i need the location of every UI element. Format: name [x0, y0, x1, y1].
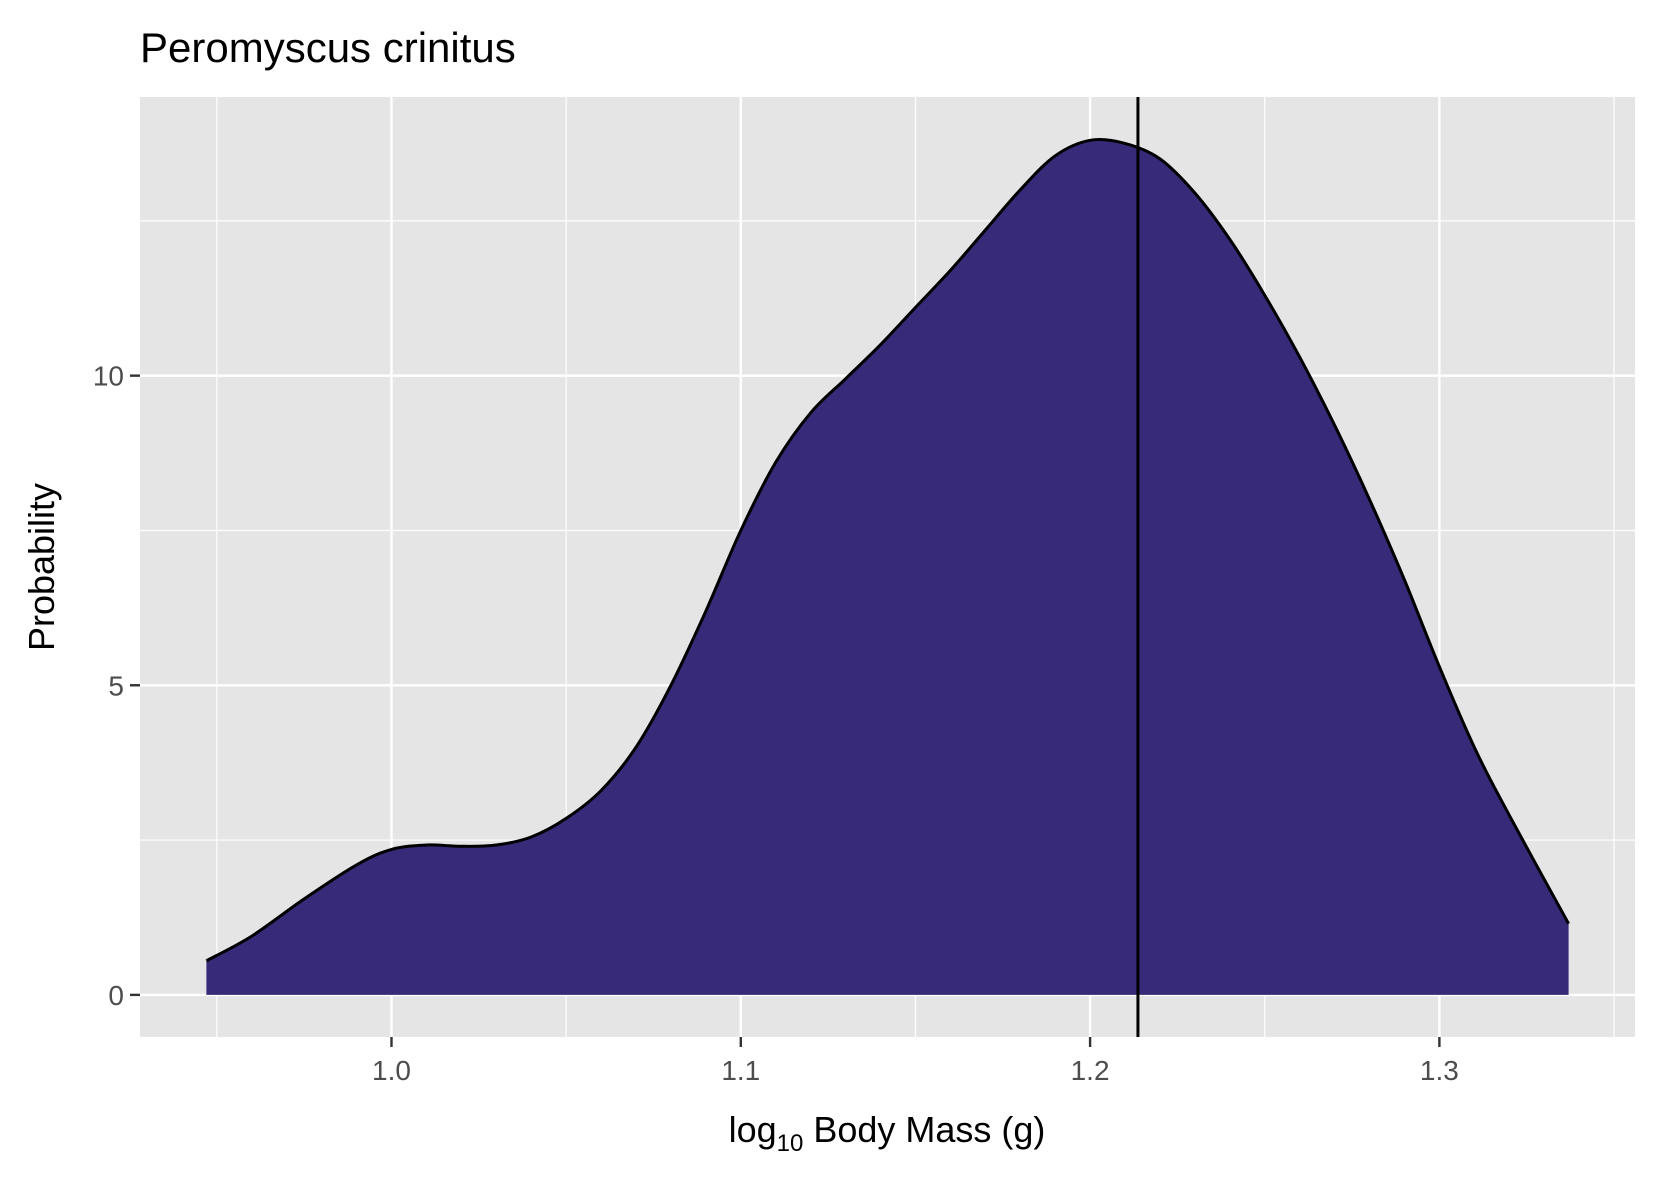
y-axis-title: Probability: [21, 483, 62, 651]
y-tick-label-1: 5: [108, 670, 124, 701]
x-axis-title: log10 Body Mass (g): [729, 1109, 1046, 1157]
x-tick-label-3: 1.3: [1420, 1055, 1459, 1086]
density-series: [205, 138, 1570, 995]
y-axis: 0 5 10: [93, 361, 140, 1011]
y-tick-label-2: 10: [93, 361, 124, 392]
x-tick-label-0: 1.0: [372, 1055, 411, 1086]
density-line-0: [205, 138, 1570, 963]
x-axis-title-subscript: 10: [777, 1130, 804, 1157]
x-axis-title-prefix: log: [729, 1109, 777, 1150]
chart-title: Peromyscus crinitus: [140, 24, 516, 71]
x-tick-label-2: 1.2: [1071, 1055, 1110, 1086]
x-tick-label-1: 1.1: [721, 1055, 760, 1086]
y-tick-label-0: 0: [108, 980, 124, 1011]
density-area-0: [206, 139, 1569, 995]
x-axis: 1.0 1.1 1.2 1.3: [372, 1037, 1459, 1086]
x-axis-title-suffix: Body Mass (g): [803, 1109, 1045, 1150]
